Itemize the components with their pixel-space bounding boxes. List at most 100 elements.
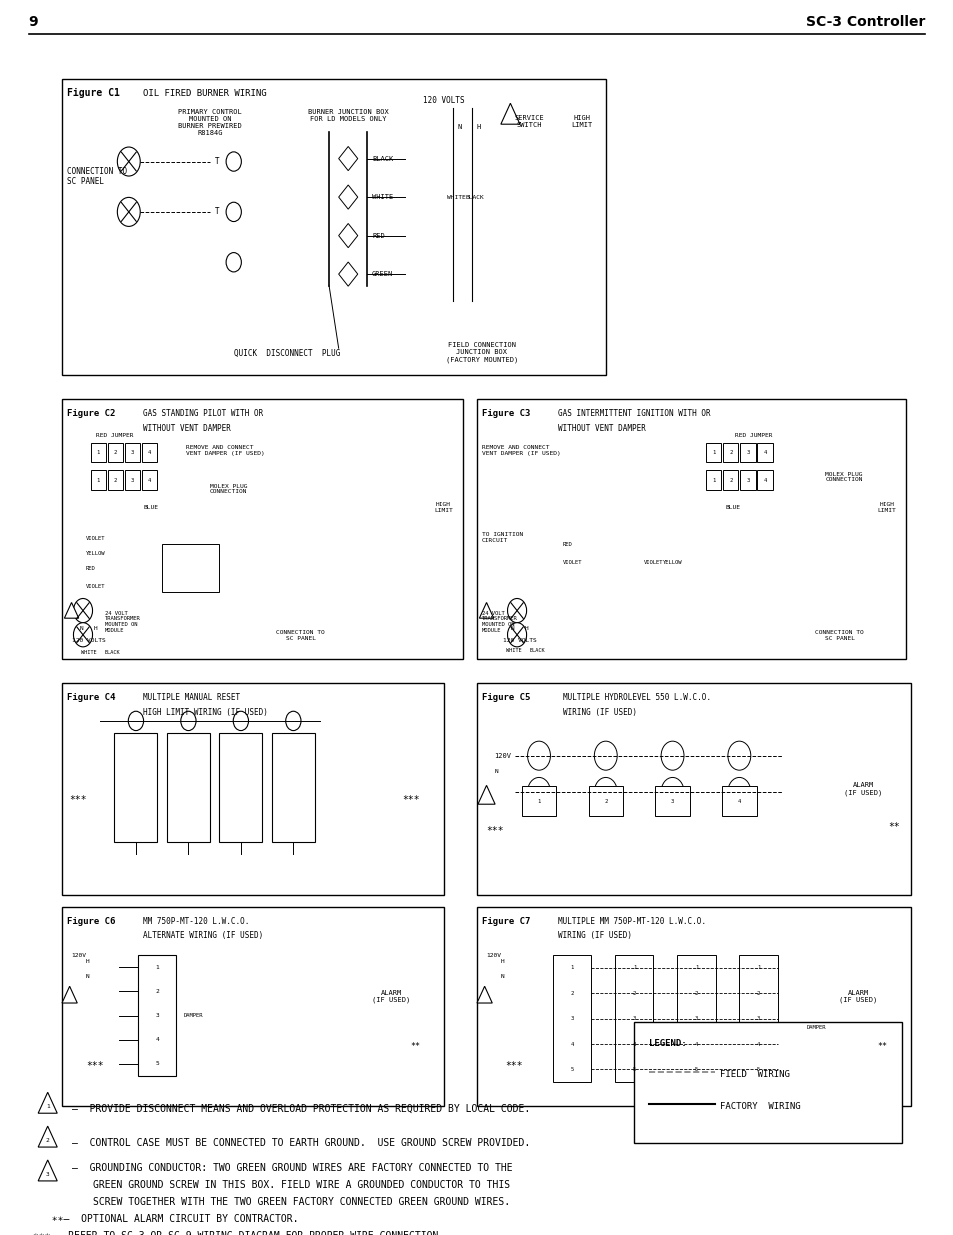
Text: YELLOW: YELLOW (662, 559, 681, 564)
Bar (62, 906, 443, 1107)
Text: 2: 2 (155, 989, 159, 994)
Bar (62, 683, 443, 894)
Text: OIL FIRED BURNER WIRING: OIL FIRED BURNER WIRING (143, 89, 267, 98)
Text: SC-3 Controller: SC-3 Controller (805, 15, 924, 28)
Bar (62, 79, 605, 374)
Text: **: ** (410, 1042, 419, 1051)
Text: Figure C1: Figure C1 (67, 88, 119, 98)
Text: H: H (524, 626, 528, 631)
Polygon shape (38, 1160, 57, 1181)
Text: ***: *** (486, 826, 503, 836)
Text: 1: 1 (155, 965, 159, 969)
Text: 5: 5 (694, 1067, 698, 1072)
Text: WHITE: WHITE (446, 195, 465, 200)
Text: HIGH
LIMIT: HIGH LIMIT (877, 501, 896, 513)
Text: 5: 5 (756, 1067, 760, 1072)
Text: H: H (500, 958, 504, 963)
Circle shape (117, 198, 140, 226)
Text: 5: 5 (570, 1067, 574, 1072)
Text: SERVICE
SWITCH: SERVICE SWITCH (514, 115, 544, 128)
Text: 1: 1 (537, 799, 540, 804)
Text: DAMPER: DAMPER (805, 1025, 824, 1030)
Bar (62, 399, 462, 659)
Text: N: N (457, 124, 461, 130)
Bar (588, 785, 622, 816)
Text: 3: 3 (131, 478, 134, 483)
Text: ALARM
(IF USED): ALARM (IF USED) (839, 989, 877, 1003)
Text: VIOLET: VIOLET (86, 584, 105, 589)
Text: WITHOUT VENT DAMPER: WITHOUT VENT DAMPER (143, 424, 231, 432)
Text: WIRING (IF USED): WIRING (IF USED) (562, 708, 637, 716)
Text: 3: 3 (632, 1016, 636, 1021)
Text: 2: 2 (603, 799, 607, 804)
Polygon shape (338, 224, 357, 248)
Circle shape (727, 778, 750, 806)
Text: RED: RED (86, 566, 95, 571)
Text: 1: 1 (96, 478, 100, 483)
Text: ***: *** (505, 1061, 522, 1072)
Text: REMOVE AND CONNECT
VENT DAMPER (IF USED): REMOVE AND CONNECT VENT DAMPER (IF USED) (481, 445, 560, 456)
Bar (740, 471, 755, 489)
Bar (634, 1021, 901, 1142)
Bar (142, 442, 157, 462)
Text: MULTIPLE HYDROLEVEL 550 L.W.C.O.: MULTIPLE HYDROLEVEL 550 L.W.C.O. (562, 693, 710, 703)
Text: N: N (510, 626, 514, 631)
Circle shape (527, 741, 550, 771)
Circle shape (73, 599, 92, 622)
Text: RED JUMPER: RED JUMPER (95, 432, 133, 437)
Bar (615, 955, 653, 1082)
Text: GREEN: GREEN (372, 272, 393, 277)
Bar (162, 545, 219, 593)
Bar (167, 734, 210, 842)
Polygon shape (62, 987, 77, 1003)
Polygon shape (338, 185, 357, 209)
Text: GREEN GROUND SCREW IN THIS BOX. FIELD WIRE A GROUNDED CONDUCTOR TO THIS: GREEN GROUND SCREW IN THIS BOX. FIELD WI… (93, 1179, 510, 1189)
Text: Figure C3: Figure C3 (481, 409, 530, 417)
Text: ∗∗–  OPTIONAL ALARM CIRCUIT BY CONTRACTOR.: ∗∗– OPTIONAL ALARM CIRCUIT BY CONTRACTOR… (40, 1214, 298, 1224)
Circle shape (286, 711, 301, 731)
Bar (125, 442, 140, 462)
Text: WHITE: WHITE (505, 648, 520, 653)
Text: H: H (93, 626, 97, 631)
Text: Figure C5: Figure C5 (481, 693, 530, 703)
Text: 4: 4 (570, 1041, 574, 1046)
Text: 2: 2 (570, 990, 574, 995)
Text: 1: 1 (632, 966, 636, 971)
Text: H: H (86, 958, 90, 963)
Text: 3: 3 (46, 1172, 50, 1177)
Text: 120V: 120V (494, 752, 511, 758)
Text: Figure C6: Figure C6 (67, 916, 115, 926)
Text: WHITE: WHITE (81, 651, 96, 656)
Polygon shape (38, 1126, 57, 1147)
Text: LEGEND:: LEGEND: (648, 1039, 685, 1049)
Bar (476, 399, 905, 659)
Text: 3: 3 (155, 1013, 159, 1018)
Text: BLUE: BLUE (724, 505, 740, 510)
Bar (721, 785, 756, 816)
Text: WHITE: WHITE (372, 194, 393, 200)
Text: **: ** (887, 823, 899, 832)
Text: DAMPER: DAMPER (184, 1013, 203, 1018)
Text: 1: 1 (711, 478, 715, 483)
Text: 2: 2 (632, 990, 636, 995)
Text: T: T (214, 207, 219, 216)
Circle shape (660, 778, 683, 806)
Text: ***: *** (402, 794, 419, 804)
Polygon shape (476, 987, 492, 1003)
Text: 5: 5 (155, 1062, 159, 1067)
Text: ALARM
(IF USED): ALARM (IF USED) (843, 782, 882, 795)
Circle shape (180, 711, 196, 731)
Text: WIRING (IF USED): WIRING (IF USED) (558, 931, 632, 940)
Text: ALTERNATE WIRING (IF USED): ALTERNATE WIRING (IF USED) (143, 931, 263, 940)
Polygon shape (38, 1092, 57, 1113)
Text: 5: 5 (632, 1067, 636, 1072)
Polygon shape (338, 262, 357, 287)
Bar (108, 442, 123, 462)
Bar (722, 471, 738, 489)
Text: 1: 1 (96, 450, 100, 454)
Text: WITHOUT VENT DAMPER: WITHOUT VENT DAMPER (558, 424, 645, 432)
Text: 2: 2 (46, 1137, 50, 1142)
Text: RED: RED (372, 232, 384, 238)
Circle shape (233, 711, 248, 731)
Text: ***: *** (86, 1061, 103, 1072)
